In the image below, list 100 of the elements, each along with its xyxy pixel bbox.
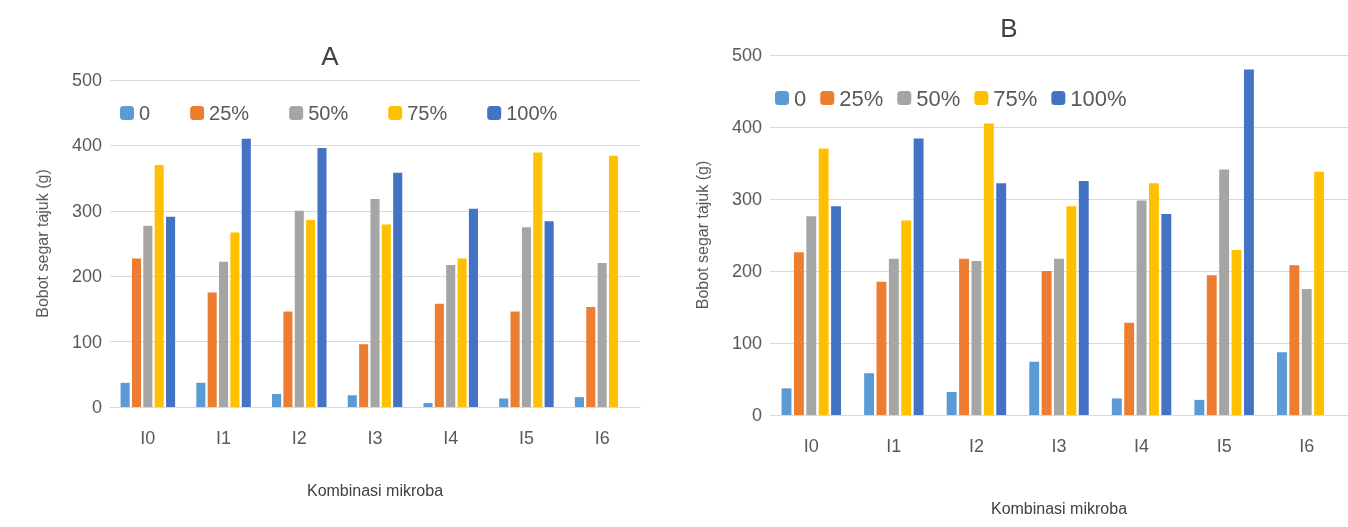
legend-label: 50% (916, 85, 961, 111)
y-tick-label: 0 (91, 397, 102, 417)
bar (781, 388, 792, 415)
bar (241, 138, 251, 407)
bar (806, 216, 817, 415)
bar (131, 258, 142, 407)
bar (154, 165, 164, 407)
bar (446, 265, 456, 407)
bar (876, 281, 887, 415)
legend-label: 100% (506, 102, 558, 124)
bar (1029, 361, 1040, 415)
x-tick-label: I6 (594, 428, 610, 448)
legend-label: 25% (209, 102, 250, 124)
x-axis-title: Kombinasi mikroba (990, 499, 1128, 517)
bar (831, 206, 842, 415)
y-axis-title: Bobot segar tajuk (g) (693, 160, 711, 310)
bar (272, 393, 282, 407)
bar (143, 225, 153, 407)
legend-label: 25% (839, 85, 884, 111)
bar (1243, 69, 1254, 415)
bar (230, 232, 240, 407)
y-tick-label: 400 (731, 117, 762, 137)
bar (196, 382, 206, 407)
bar (1301, 289, 1312, 415)
legend-label: 0 (139, 102, 151, 124)
bar (1066, 206, 1077, 415)
legend-label: 75% (993, 85, 1038, 111)
bar (521, 227, 531, 407)
bar (1161, 214, 1172, 415)
bar (283, 311, 293, 407)
y-tick-label: 500 (71, 70, 102, 90)
bar (370, 199, 380, 407)
bar (946, 391, 957, 415)
bar (597, 263, 607, 407)
x-tick-label: I6 (1299, 436, 1315, 456)
x-tick-label: I1 (886, 436, 902, 456)
x-tick-label: I4 (443, 428, 459, 448)
bar (468, 208, 478, 407)
bar (347, 395, 357, 407)
bar (1276, 352, 1287, 415)
x-tick-label: I4 (1134, 436, 1150, 456)
y-tick-label: 300 (731, 189, 762, 209)
y-tick-label: 100 (71, 331, 102, 352)
x-tick-label: I5 (518, 428, 534, 448)
bar (1136, 200, 1147, 415)
legend-label: 100% (1070, 85, 1127, 111)
bar (1149, 183, 1159, 415)
bar (971, 260, 982, 415)
y-tick-label: 0 (751, 405, 762, 425)
bar (381, 224, 391, 407)
bar (317, 148, 327, 407)
y-tick-label: 500 (731, 45, 762, 65)
y-tick-label: 100 (731, 333, 762, 353)
bar (166, 216, 176, 407)
bar (294, 210, 304, 407)
bar (818, 148, 829, 415)
x-tick-label: I2 (291, 428, 307, 448)
bar (864, 373, 875, 415)
bar (913, 138, 924, 415)
bar (499, 398, 509, 407)
bar (1041, 271, 1052, 415)
bar (1054, 258, 1064, 415)
bar (793, 252, 804, 415)
bar (959, 258, 969, 415)
x-tick-label: I1 (216, 428, 232, 448)
bar (1194, 399, 1205, 415)
bar (1078, 181, 1089, 415)
bar (1111, 398, 1122, 415)
bar (1124, 322, 1135, 415)
x-tick-label: I3 (1051, 436, 1067, 456)
bar (207, 292, 217, 407)
bar (586, 306, 596, 407)
bar (434, 303, 444, 407)
bar (457, 258, 467, 407)
y-axis-title: Bobot segar tajuk (g) (33, 169, 51, 318)
bar (1219, 169, 1230, 415)
x-tick-label: I5 (1216, 436, 1232, 456)
legend-label: 75% (407, 102, 448, 124)
legend-label: 50% (308, 102, 349, 124)
bar (574, 397, 584, 407)
y-tick-label: 200 (71, 266, 102, 287)
x-tick-label: I3 (367, 428, 383, 448)
bar (1289, 265, 1300, 415)
chart-title: B (1000, 13, 1018, 43)
bar (359, 344, 369, 407)
bar (1206, 275, 1217, 415)
bar (544, 221, 554, 407)
bar (888, 258, 899, 415)
bar (983, 123, 994, 415)
x-tick-label: I0 (140, 428, 156, 448)
bar (510, 311, 520, 407)
bar (306, 219, 316, 407)
y-tick-label: 200 (731, 261, 762, 281)
x-tick-label: I0 (803, 436, 819, 456)
bar (608, 155, 619, 407)
bar (120, 382, 130, 407)
x-tick-label: I2 (968, 436, 984, 456)
bar (1231, 250, 1242, 415)
bar (901, 220, 912, 415)
bar (533, 152, 543, 407)
